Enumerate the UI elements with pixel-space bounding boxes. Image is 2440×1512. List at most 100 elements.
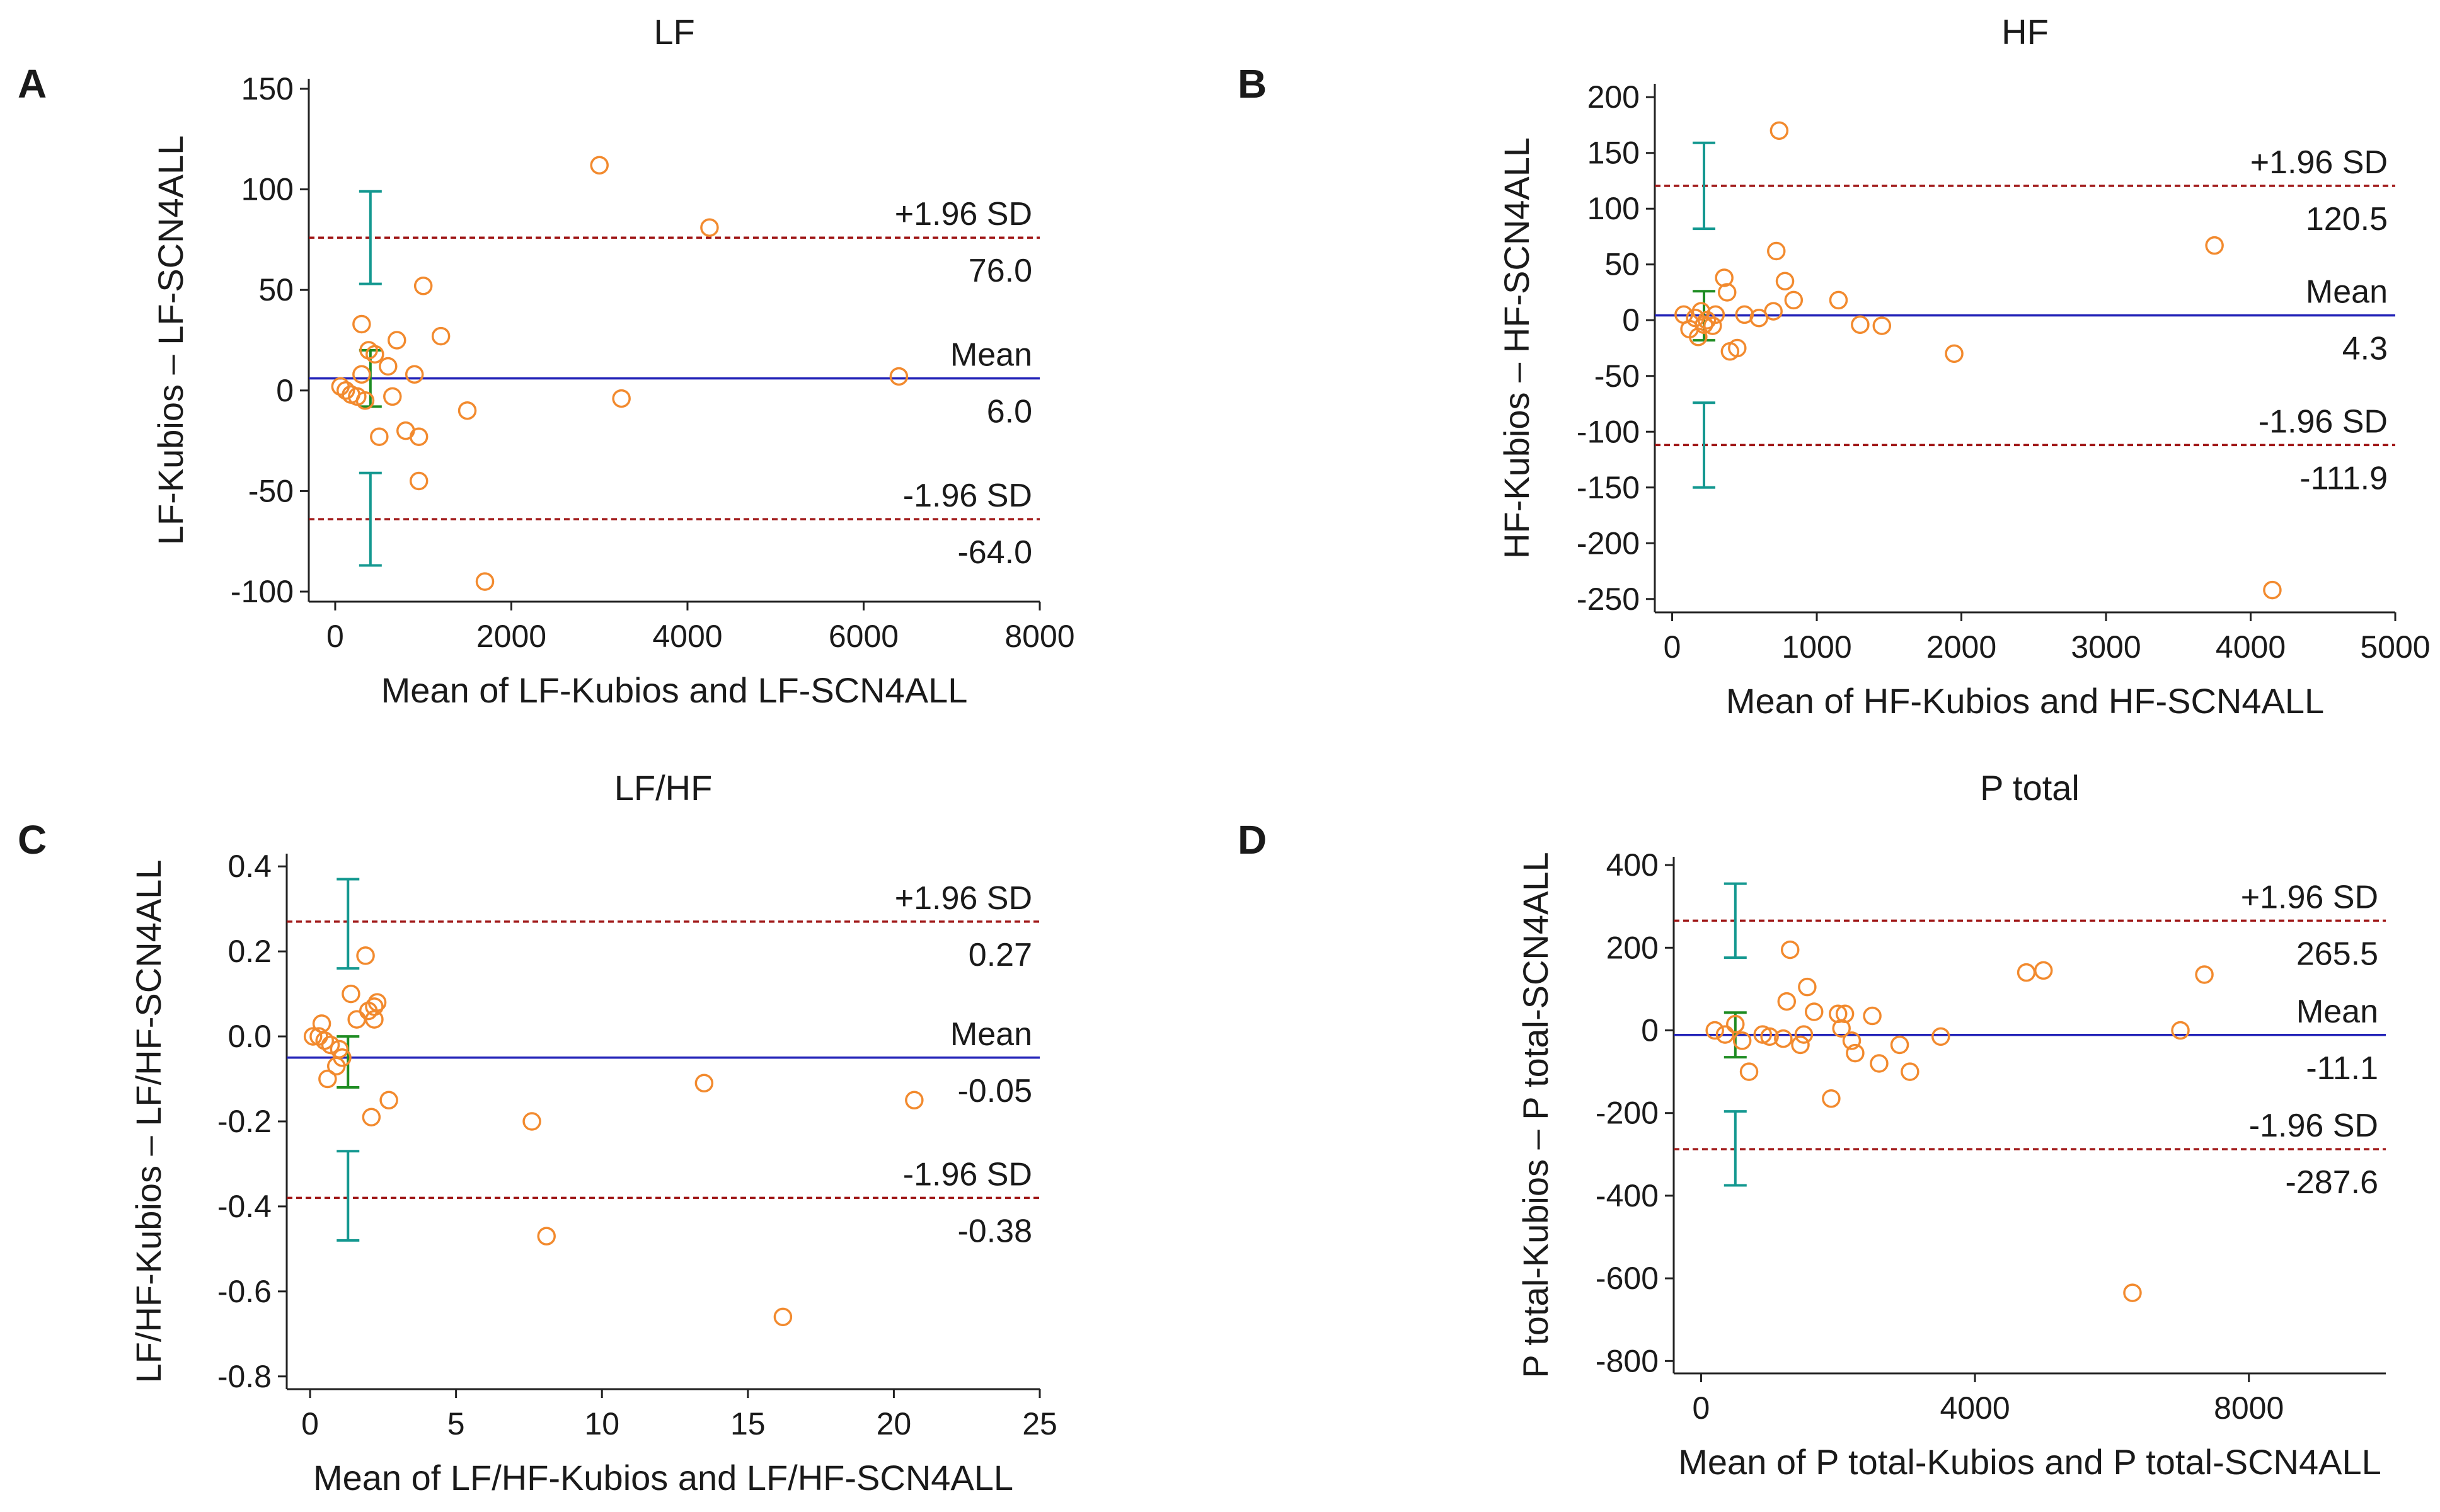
x-tick-label: 20	[877, 1406, 912, 1441]
data-point	[321, 1035, 340, 1055]
y-tick-label: -200	[1596, 1096, 1659, 1131]
mean-label: Mean	[2306, 274, 2388, 311]
lower_loa-value: -111.9	[2299, 460, 2388, 496]
data-point	[694, 1074, 714, 1093]
data-point	[1901, 1062, 1919, 1081]
y-tick-label: 0.4	[227, 849, 272, 884]
y-tick-label: 0	[1622, 302, 1640, 338]
mean-label: Mean	[950, 1016, 1032, 1053]
data-point	[700, 218, 719, 237]
data-point	[1945, 344, 1964, 364]
y-axis-label-part: –	[1497, 362, 1536, 392]
data-point	[1703, 316, 1722, 335]
x-tick-label: 0	[1664, 629, 1681, 665]
y-tick-label: -100	[231, 574, 294, 609]
data-point	[413, 277, 433, 295]
data-point	[409, 427, 429, 446]
data-point	[475, 572, 495, 591]
data-point	[352, 365, 371, 384]
data-point	[522, 1112, 541, 1131]
chart-title: LF	[653, 12, 694, 52]
data-point	[1872, 316, 1892, 335]
panel-letter: D	[1238, 817, 1267, 862]
panel-A: A LF -100 -50 0 50 100 150 0 2000 4000 6000 8000 Mean…	[0, 0, 1220, 756]
ci-bar-upper	[1724, 882, 1747, 959]
data-point	[1760, 1027, 1779, 1046]
data-point	[1931, 1027, 1950, 1046]
data-point	[342, 984, 360, 1004]
chart-C: C LF/HF -0.8 -0.6 -0.4 -0.2 0.0 0.2 0.4 0 5 10 15 20 2…	[18, 768, 1057, 1498]
data-point	[1870, 1054, 1889, 1073]
data-point	[1706, 305, 1725, 324]
y-tick-label: 150	[1587, 135, 1640, 171]
data-point	[1784, 290, 1804, 310]
y-axis-label-part: LF-Kubios	[151, 384, 190, 545]
x-tick-label: 8000	[2214, 1390, 2284, 1426]
y-axis-label-part: –	[129, 1135, 168, 1166]
y-tick-label: -250	[1577, 581, 1640, 617]
data-point	[1715, 1025, 1735, 1044]
y-tick-label: 0.0	[227, 1019, 272, 1054]
data-point	[365, 997, 384, 1016]
data-point	[1739, 1062, 1759, 1081]
upper_loa-value: 0.27	[969, 937, 1032, 973]
data-point	[2171, 1021, 2190, 1040]
data-point	[905, 1091, 924, 1110]
lower_loa-label: -1.96 SD	[903, 478, 1032, 514]
lower_loa-value: -0.38	[957, 1213, 1032, 1249]
data-point	[315, 1031, 334, 1050]
data-point	[457, 401, 477, 420]
ci-bar-lower	[359, 471, 382, 567]
y-tick-label: -800	[1596, 1343, 1659, 1378]
y-tick-label: -400	[1596, 1178, 1659, 1213]
x-axis-label: Mean of HF-Kubios and HF-SCN4ALL	[1726, 681, 2324, 721]
y-tick-label: 400	[1606, 847, 1659, 883]
x-tick-label: 5	[447, 1406, 465, 1441]
data-point	[889, 367, 909, 386]
ci-bar-lower	[1693, 401, 1716, 489]
data-point	[1804, 1002, 1824, 1021]
data-point	[1890, 1035, 1909, 1055]
y-tick-label: -150	[1577, 470, 1640, 505]
data-point	[352, 314, 371, 334]
data-point	[1689, 328, 1708, 346]
chart-title: LF/HF	[614, 768, 713, 808]
upper_loa-label: +1.96 SD	[895, 880, 1032, 917]
data-point	[1798, 977, 1817, 997]
data-point	[379, 1091, 398, 1110]
ci-bar-lower	[337, 1150, 360, 1242]
chart-A: A LF -100 -50 0 50 100 150 0 2000 4000 6000 8000 Mean…	[18, 12, 1075, 710]
data-point	[331, 377, 350, 396]
ci-bar-lower	[1724, 1110, 1747, 1187]
y-tick-label: 0	[276, 373, 294, 408]
x-tick-label: 5000	[2360, 629, 2430, 665]
data-point	[367, 993, 387, 1012]
data-point	[1695, 315, 1713, 335]
y-axis-label-part: LF/HF-Kubios	[129, 1166, 168, 1383]
mean-value: 4.3	[2342, 331, 2388, 367]
data-point	[431, 326, 451, 346]
panel-C: C LF/HF -0.8 -0.6 -0.4 -0.2 0.0 0.2 0.4 0 5 10 15 20 2…	[0, 756, 1220, 1512]
lower_loa-label: -1.96 SD	[903, 1156, 1032, 1193]
data-point	[1791, 1035, 1810, 1055]
lower_loa-label: -1.96 SD	[2249, 1108, 2378, 1144]
y-tick-label: 0.2	[227, 934, 272, 969]
panel-letter: B	[1238, 61, 1267, 106]
upper_loa-label: +1.96 SD	[2250, 144, 2388, 181]
data-point	[1842, 1031, 1862, 1050]
data-point	[365, 345, 384, 364]
y-tick-label: -0.6	[217, 1274, 272, 1309]
mean-value: -0.05	[957, 1073, 1032, 1109]
x-tick-label: 0	[326, 619, 344, 654]
y-tick-label: 0	[1641, 1013, 1659, 1048]
y-axis-label-part: P total-Kubios	[1516, 1159, 1555, 1378]
data-point	[2017, 963, 2036, 982]
y-axis-label-part: LF-SCN4ALL	[151, 135, 190, 355]
chart-title: HF	[2001, 12, 2049, 52]
data-point	[1822, 1089, 1841, 1108]
upper_loa-value: 76.0	[969, 253, 1032, 289]
chart-title: P total	[1980, 768, 2080, 808]
data-point	[1764, 302, 1783, 321]
data-point	[1829, 290, 1848, 310]
